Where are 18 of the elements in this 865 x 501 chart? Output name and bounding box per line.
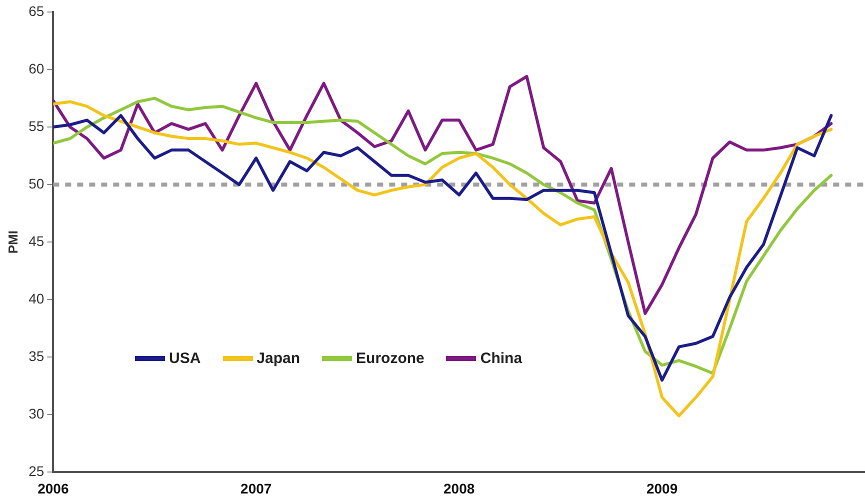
y-tick-label: 45 <box>28 232 44 249</box>
y-tick-label: 25 <box>28 463 44 480</box>
x-tick-label: 2008 <box>444 480 475 496</box>
y-tick-label: 40 <box>28 290 44 306</box>
legend-label: USA <box>169 350 201 367</box>
x-tick-label: 2007 <box>240 480 272 496</box>
y-tick-label: 60 <box>28 60 44 76</box>
y-tick-label: 55 <box>28 118 44 134</box>
x-tick-label: 2009 <box>646 480 678 496</box>
y-tick-label: 65 <box>28 2 44 19</box>
y-tick-label: 35 <box>28 348 44 364</box>
legend-label: China <box>480 350 522 367</box>
y-tick-label: 50 <box>28 175 44 192</box>
legend-label: Japan <box>256 350 300 367</box>
legend-label: Eurozone <box>356 350 424 367</box>
y-tick-label: 30 <box>28 406 44 422</box>
x-tick-label: 2006 <box>38 480 69 496</box>
y-axis-title: PMI <box>5 230 20 254</box>
